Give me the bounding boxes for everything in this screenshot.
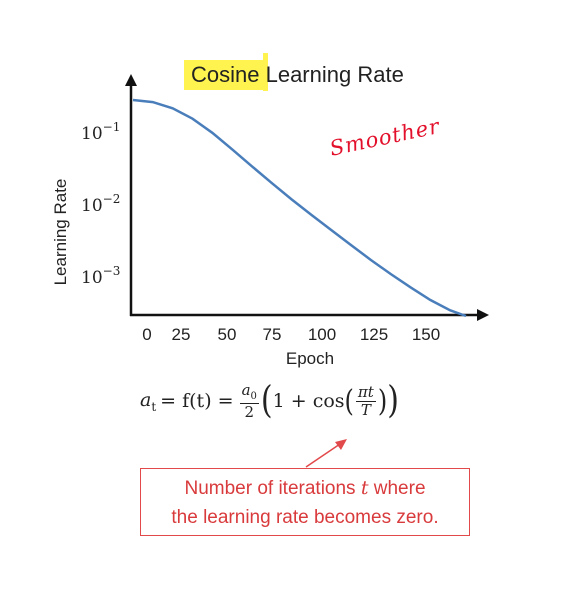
x-tick-100: 100 bbox=[308, 325, 336, 344]
formula-frac: a0 2 bbox=[239, 380, 259, 421]
svg-text:10−3: 10−3 bbox=[81, 264, 120, 288]
x-tick-0: 0 bbox=[142, 325, 151, 344]
x-axis-label: Epoch bbox=[286, 349, 334, 368]
svg-text:10−1: 10−1 bbox=[81, 120, 120, 144]
annotation-line-2: the learning rate becomes zero. bbox=[171, 507, 439, 528]
y-tick-2: 10−2 bbox=[81, 192, 120, 216]
y-tick-3: 10−3 bbox=[81, 264, 120, 288]
x-axis-arrow bbox=[477, 309, 489, 321]
title-highlight-mark bbox=[263, 53, 268, 91]
annotation-box: Number of iterations t where the learnin… bbox=[140, 468, 470, 536]
annotation-arrow bbox=[305, 443, 341, 468]
chart-title: Cosine Learning Rate bbox=[191, 62, 404, 87]
formula-paren-inner-open: ( bbox=[344, 383, 354, 419]
y-tick-1: 10−1 bbox=[81, 120, 120, 144]
formula-one-plus-cos: 1 + cos bbox=[272, 390, 345, 412]
x-tick-125: 125 bbox=[360, 325, 388, 344]
x-tick-75: 75 bbox=[263, 325, 282, 344]
title-highlight bbox=[184, 60, 264, 90]
series-line-cosine bbox=[132, 98, 467, 318]
x-tick-150: 150 bbox=[412, 325, 440, 344]
formula-paren-inner-close: ) bbox=[377, 383, 388, 419]
x-tick-25: 25 bbox=[172, 325, 191, 344]
formula-inner-frac: πt T bbox=[355, 382, 376, 419]
y-axis-arrow bbox=[125, 74, 137, 86]
formula-paren-close: ) bbox=[387, 378, 399, 423]
x-tick-50: 50 bbox=[218, 325, 237, 344]
y-axis-label: Learning Rate bbox=[51, 179, 70, 286]
formula-eq: = f(t) = bbox=[160, 390, 234, 412]
svg-text:10−2: 10−2 bbox=[81, 192, 120, 216]
formula-paren-open: ( bbox=[260, 378, 273, 423]
cosine-formula: at = f(t) = a0 2 ( 1 + cos ( πt T ) ) bbox=[140, 376, 460, 426]
annotation-line-1: Number of iterations t where bbox=[184, 477, 426, 499]
formula-lhs: at bbox=[140, 388, 157, 414]
annotation-arrow-head bbox=[335, 439, 347, 450]
